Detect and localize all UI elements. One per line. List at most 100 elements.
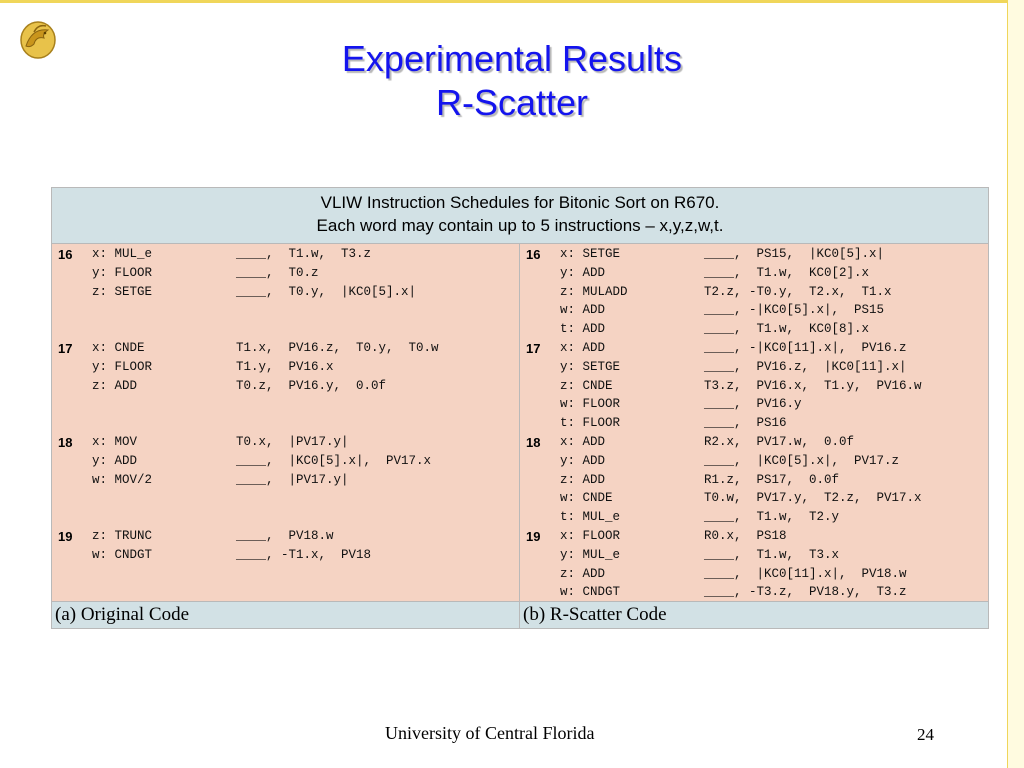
instruction-op: y: FLOOR — [92, 359, 153, 374]
original-code-column: 16 x: MUL_e ____, T1.w, T3.z y: FLOOR ____, … — [52, 244, 520, 601]
code-line: y: FLOOR ____, T0.z — [52, 264, 518, 283]
instruction-args: ____, T1.w, KC0[2].x — [704, 265, 870, 280]
table-header-line-2: Each word may contain up to 5 instructio… — [316, 216, 724, 235]
instruction-args: ____, -|KC0[5].x|, PS15 — [704, 303, 885, 318]
instruction-op: x: FLOOR — [560, 529, 621, 543]
slide-title: Experimental Results — [341, 38, 683, 79]
instruction-args: ____, PV16.z, |KC0[11].x| — [704, 359, 907, 374]
instruction-args: ____, |PV17.y| — [236, 472, 349, 487]
instruction-args: ____, T1.w, T3.x — [704, 547, 840, 562]
word-number: 19 — [58, 529, 73, 544]
code-line: w: FLOOR ____, PV16.y — [520, 395, 986, 414]
code-line: 18 x: MOV T0.x, |PV17.y| — [52, 433, 518, 452]
instruction-op: x: ADD — [560, 435, 606, 449]
code-line: y: ADD ____, |KC0[5].x|, PV17.x — [52, 452, 518, 471]
table-header-line-1: VLIW Instruction Schedules for Bitonic S… — [320, 193, 720, 212]
instruction-op: w: CNDGT — [92, 547, 153, 562]
code-line: 19 x: FLOOR R0.x, PS18 — [520, 527, 986, 546]
instruction-args: ____, -T1.x, PV18 — [236, 547, 372, 562]
instruction-op: z: TRUNC — [92, 529, 153, 543]
code-line: w: CNDGT ____, -T1.x, PV18 — [52, 546, 518, 565]
word-number: 18 — [526, 435, 541, 450]
instruction-args: R2.x, PV17.w, 0.0f — [704, 435, 855, 449]
instruction-op: w: ADD — [560, 303, 606, 318]
pegasus-logo-icon — [20, 21, 56, 59]
top-border — [0, 0, 1007, 3]
code-line: w: MOV/2 ____, |PV17.y| — [52, 471, 518, 490]
instruction-op: w: FLOOR — [560, 397, 621, 412]
code-line: 16 x: MUL_e ____, T1.w, T3.z — [52, 245, 518, 264]
instruction-args: T0.w, PV17.y, T2.z, PV17.x — [704, 491, 922, 506]
instruction-args: ____, |KC0[11].x|, PV18.w — [704, 566, 907, 581]
instruction-args: T1.x, PV16.z, T0.y, T0.w — [236, 341, 439, 355]
code-line: 17 x: ADD ____, -|KC0[11].x|, PV16.z — [520, 339, 986, 358]
code-line: y: FLOOR T1.y, PV16.x — [52, 358, 518, 377]
instruction-op: t: ADD — [560, 322, 606, 337]
instruction-args: ____, T1.w, KC0[8].x — [704, 322, 870, 337]
right-border-strip — [1007, 0, 1024, 768]
word-number: 16 — [526, 247, 541, 262]
instruction-args: R0.x, PS18 — [704, 529, 787, 543]
instruction-op: w: MOV/2 — [92, 472, 153, 487]
code-line: t: MUL_e ____, T1.w, T2.y — [520, 508, 986, 527]
instruction-args: T2.z, -T0.y, T2.x, T1.x — [704, 284, 892, 299]
table-header: VLIW Instruction Schedules for Bitonic S… — [52, 188, 988, 244]
instruction-args: T1.y, PV16.x — [236, 359, 334, 374]
instruction-op: z: SETGE — [92, 284, 153, 299]
code-line: t: ADD ____, T1.w, KC0[8].x — [520, 320, 986, 339]
word-number: 17 — [58, 341, 73, 356]
code-line: z: MULADD T2.z, -T0.y, T2.x, T1.x — [520, 283, 986, 302]
page-number: 24 — [917, 725, 934, 744]
code-line: 19 z: TRUNC ____, PV18.w — [52, 527, 518, 546]
instruction-op: t: MUL_e — [560, 510, 621, 525]
instruction-args: ____, T1.w, T3.z — [236, 247, 372, 261]
footer-university: University of Central Florida — [385, 723, 595, 743]
instruction-args: T3.z, PV16.x, T1.y, PV16.w — [704, 378, 922, 393]
instruction-args: ____, PS16 — [704, 416, 787, 431]
caption-original-code: (a) Original Code — [52, 601, 520, 628]
slide-subtitle: R-Scatter — [435, 82, 589, 123]
instruction-op: z: MULADD — [560, 284, 628, 299]
instruction-op: y: MUL_e — [560, 547, 621, 562]
vliw-schedule-table: VLIW Instruction Schedules for Bitonic S… — [51, 187, 989, 629]
instruction-args: ____, PV16.y — [704, 397, 802, 412]
code-line: y: ADD ____, |KC0[5].x|, PV17.z — [520, 452, 986, 471]
instruction-op: y: ADD — [560, 265, 606, 280]
instruction-op: x: ADD — [560, 341, 606, 355]
word-number: 17 — [526, 341, 541, 356]
word-number: 18 — [58, 435, 73, 450]
instruction-op: t: FLOOR — [560, 416, 621, 431]
code-line: z: ADD R1.z, PS17, 0.0f — [520, 471, 986, 490]
caption-rscatter-code: (b) R-Scatter Code — [520, 601, 988, 628]
instruction-op: y: ADD — [560, 453, 606, 468]
code-line: y: MUL_e ____, T1.w, T3.x — [520, 546, 986, 565]
instruction-op: z: CNDE — [560, 378, 613, 393]
instruction-op: z: ADD — [92, 378, 138, 393]
code-line: 16 x: SETGE ____, PS15, |KC0[5].x| — [520, 245, 986, 264]
instruction-args: ____, PS15, |KC0[5].x| — [704, 247, 885, 261]
instruction-op: y: ADD — [92, 453, 138, 468]
code-line: w: CNDE T0.w, PV17.y, T2.z, PV17.x — [520, 489, 986, 508]
word-number: 16 — [58, 247, 73, 262]
code-line: y: ADD ____, T1.w, KC0[2].x — [520, 264, 986, 283]
instruction-args: ____, |KC0[5].x|, PV17.x — [236, 453, 432, 468]
code-line: 17 x: CNDE T1.x, PV16.z, T0.y, T0.w — [52, 339, 518, 358]
instruction-args: R1.z, PS17, 0.0f — [704, 472, 840, 487]
code-line: z: SETGE ____, T0.y, |KC0[5].x| — [52, 283, 518, 302]
word-number: 19 — [526, 529, 541, 544]
code-line: z: ADD T0.z, PV16.y, 0.0f — [52, 377, 518, 396]
instruction-args: T0.z, PV16.y, 0.0f — [236, 378, 387, 393]
code-line: z: CNDE T3.z, PV16.x, T1.y, PV16.w — [520, 377, 986, 396]
code-line: z: ADD ____, |KC0[11].x|, PV18.w — [520, 565, 986, 584]
instruction-op: x: CNDE — [92, 341, 145, 355]
rscatter-code-column: 16 x: SETGE ____, PS15, |KC0[5].x| y: ADD __… — [520, 244, 988, 601]
instruction-args: ____, -|KC0[11].x|, PV16.z — [704, 341, 907, 355]
instruction-args: ____, T0.y, |KC0[5].x| — [236, 284, 417, 299]
instruction-op: x: SETGE — [560, 247, 621, 261]
instruction-args: ____, T0.z — [236, 265, 319, 280]
instruction-op: y: FLOOR — [92, 265, 153, 280]
code-line: y: SETGE ____, PV16.z, |KC0[11].x| — [520, 358, 986, 377]
instruction-op: w: CNDE — [560, 491, 613, 506]
instruction-args: T0.x, |PV17.y| — [236, 435, 349, 449]
instruction-op: z: ADD — [560, 566, 606, 581]
